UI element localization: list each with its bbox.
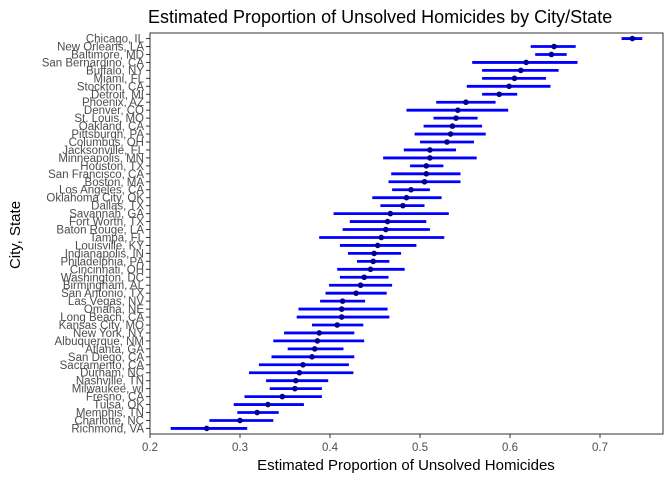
estimate-point xyxy=(523,60,529,66)
x-tick-label: 0.6 xyxy=(502,442,518,454)
estimate-point xyxy=(237,418,243,424)
estimate-point xyxy=(453,115,459,121)
estimate-point xyxy=(404,195,410,201)
y-axis-title: City, State xyxy=(7,201,24,269)
estimate-point xyxy=(297,370,303,376)
estimate-point xyxy=(316,330,322,336)
estimate-point xyxy=(361,274,367,280)
chart-title: Estimated Proportion of Unsolved Homicid… xyxy=(148,7,612,27)
estimate-point xyxy=(630,36,636,42)
estimate-point xyxy=(450,123,456,129)
estimate-point xyxy=(455,107,461,113)
city-label: Richmond, VA xyxy=(71,423,144,435)
estimate-point xyxy=(422,179,428,185)
estimate-point xyxy=(315,338,321,344)
x-tick-label: 0.2 xyxy=(142,442,158,454)
estimate-point xyxy=(204,426,210,432)
estimate-point xyxy=(444,139,450,145)
estimate-point xyxy=(383,227,389,233)
x-axis-title: Estimated Proportion of Unsolved Homicid… xyxy=(257,457,555,474)
estimate-point xyxy=(309,354,315,360)
estimate-point xyxy=(549,52,555,58)
estimate-point xyxy=(463,99,469,105)
estimate-point xyxy=(424,171,430,177)
estimate-point xyxy=(400,203,406,209)
x-tick-label: 0.4 xyxy=(322,442,339,454)
estimate-point xyxy=(280,394,286,400)
plot-frame xyxy=(150,33,663,434)
estimate-point xyxy=(379,235,385,241)
estimate-point xyxy=(358,282,364,288)
x-tick-label: 0.5 xyxy=(412,442,428,454)
estimate-point xyxy=(353,290,359,296)
estimate-point xyxy=(265,402,271,408)
estimate-point xyxy=(292,386,298,392)
estimate-point xyxy=(370,259,376,265)
estimate-point xyxy=(312,346,318,352)
estimate-point xyxy=(339,306,345,312)
x-tick-label: 0.3 xyxy=(232,442,248,454)
estimate-point xyxy=(512,76,518,82)
estimate-point xyxy=(385,219,391,225)
estimate-point xyxy=(368,267,374,273)
estimate-point xyxy=(448,131,454,137)
estimate-point xyxy=(293,378,299,384)
estimate-point xyxy=(371,251,377,257)
estimate-point xyxy=(254,410,260,416)
estimate-point xyxy=(300,362,306,368)
estimate-point xyxy=(496,91,502,97)
estimate-point xyxy=(427,147,433,153)
estimate-point xyxy=(388,211,394,217)
estimate-point xyxy=(339,314,345,320)
estimate-point xyxy=(375,243,381,249)
estimate-point xyxy=(427,155,433,161)
estimate-point xyxy=(424,163,430,169)
x-tick-label: 0.7 xyxy=(592,442,608,454)
estimate-point xyxy=(518,68,524,74)
estimate-point xyxy=(340,298,346,304)
estimate-point xyxy=(506,84,512,90)
estimate-point xyxy=(408,187,414,193)
estimate-point xyxy=(334,322,340,328)
estimate-point xyxy=(551,44,557,50)
